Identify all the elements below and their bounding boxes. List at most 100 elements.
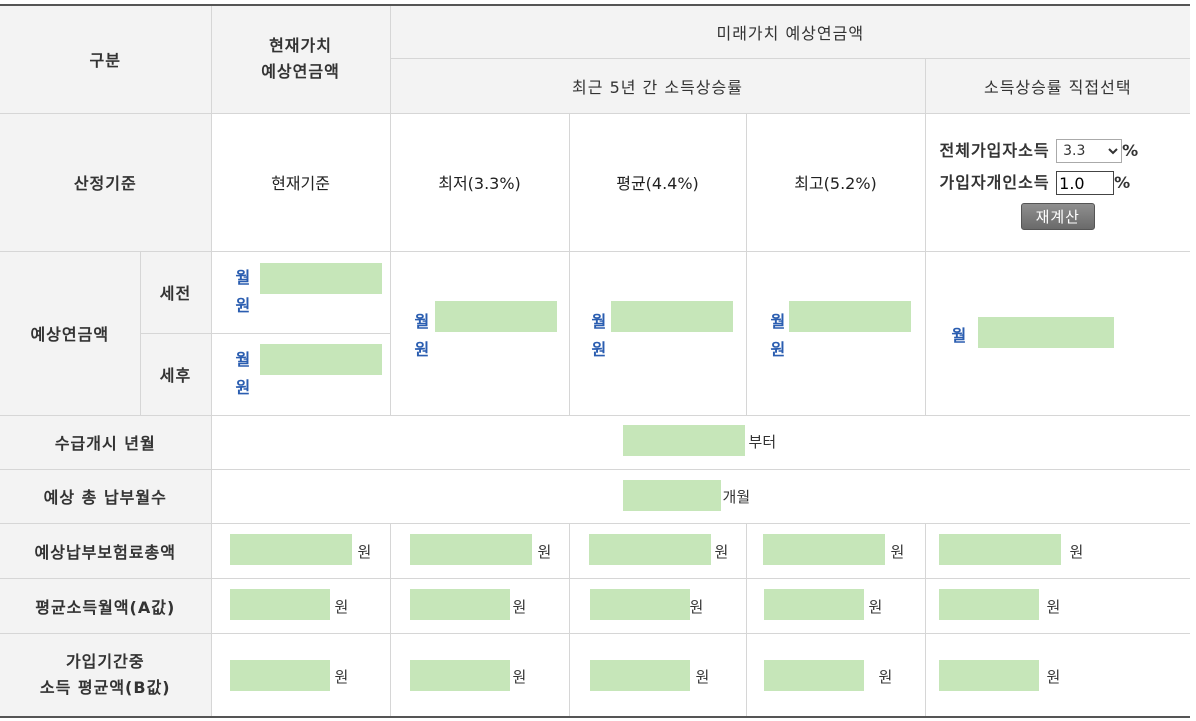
months-value-cell: 개월 (210, 468, 1191, 524)
start-value-cell: 부터 (210, 414, 1191, 470)
premium-unit: 원 (714, 542, 729, 561)
basis-min: 최저(3.3%) (389, 112, 570, 252)
basis-label: 산정기준 (0, 112, 212, 252)
pension-max-cell: 월 원 (745, 250, 926, 416)
avg-b-unit: 원 (334, 667, 349, 686)
premium-unit: 원 (890, 542, 905, 561)
redacted-value (259, 343, 382, 375)
redacted-value (938, 533, 1061, 565)
redacted-value (229, 659, 330, 691)
start-label: 수급개시 년월 (0, 414, 212, 470)
all-income-select[interactable]: 3.3 (1056, 139, 1123, 163)
personal-income-label: 가입자개인소득 (939, 172, 1050, 192)
redacted-value (622, 479, 721, 511)
post-tax-present-cell: 월 원 (210, 332, 391, 416)
post-tax-month: 월 (235, 349, 251, 369)
direct-month: 월 (951, 325, 967, 345)
avg-a-unit: 원 (334, 597, 349, 616)
avg-month: 월 (591, 311, 607, 331)
all-income-row: 전체가입자소득 3.3 % (926, 135, 1191, 167)
pre-tax-month: 월 (235, 267, 251, 287)
pre-tax-won: 원 (235, 295, 251, 315)
avg-a-unit: 원 (689, 597, 704, 616)
redacted-value (938, 588, 1039, 620)
premium-avg: 원 (568, 522, 747, 579)
premium-unit: 원 (357, 542, 372, 561)
all-income-label: 전체가입자소득 (939, 140, 1050, 160)
redacted-value (589, 659, 690, 691)
post-tax-won: 원 (235, 377, 251, 397)
avg-b-avg: 원 (568, 632, 747, 718)
avg-a-direct: 원 (924, 577, 1191, 634)
basis-current: 현재기준 (210, 112, 391, 252)
header-recent-5yr: 최근 5년 간 소득상승률 (390, 57, 926, 114)
pension-label: 예상연금액 (0, 250, 141, 416)
redacted-value (434, 300, 557, 332)
pension-avg-cell: 월 원 (568, 250, 747, 416)
percent-sign-1: % (1122, 140, 1140, 160)
min-won: 원 (414, 339, 430, 359)
header-gubun: 구분 (0, 4, 212, 114)
premium-unit: 원 (537, 542, 552, 561)
avg-won: 원 (591, 339, 607, 359)
min-month: 월 (414, 311, 430, 331)
personal-income-row: 가입자개인소득 % (926, 167, 1191, 199)
redacted-value (259, 262, 382, 294)
percent-sign-2: % (1114, 172, 1132, 192)
redacted-value (589, 588, 690, 620)
avg-a-max: 원 (745, 577, 926, 634)
avg-b-unit: 원 (695, 667, 710, 686)
avg-b-present: 원 (210, 632, 391, 718)
avg-a-unit: 원 (1046, 597, 1061, 616)
header-present-value-text: 현재가치 예상연금액 (261, 36, 340, 82)
redacted-value (229, 533, 352, 565)
header-present-value: 현재가치 예상연금액 (210, 4, 391, 114)
pension-direct-cell: 월 (924, 250, 1191, 416)
redacted-value (229, 588, 330, 620)
avg-income-a-label: 평균소득월액(A값) (0, 577, 212, 634)
avg-a-unit: 원 (868, 597, 883, 616)
months-suffix: 개월 (722, 487, 751, 506)
redacted-value (622, 424, 745, 456)
avg-income-b-label: 가입기간중 소득 평균액(B값) (0, 632, 212, 718)
header-direct-select: 소득상승률 직접선택 (924, 57, 1191, 114)
direct-select-controls: 전체가입자소득 3.3 % 가입자개인소득 % 재계산 (924, 112, 1191, 252)
redacted-value (610, 300, 733, 332)
pension-estimate-table: 구분 현재가치 예상연금액 미래가치 예상연금액 최근 5년 간 소득상승률 소… (0, 4, 1191, 718)
premium-min: 원 (389, 522, 570, 579)
personal-income-input[interactable] (1056, 171, 1115, 195)
months-label: 예상 총 납부월수 (0, 468, 212, 524)
premium-direct: 원 (924, 522, 1191, 579)
redacted-value (938, 659, 1039, 691)
recalc-button[interactable]: 재계산 (1020, 202, 1095, 230)
redacted-value (977, 316, 1114, 348)
max-month: 월 (770, 311, 786, 331)
redacted-value (762, 533, 885, 565)
avg-a-unit: 원 (512, 597, 527, 616)
redacted-value (788, 300, 911, 332)
redacted-value (409, 659, 510, 691)
avg-b-unit: 원 (512, 667, 527, 686)
pension-min-cell: 월 원 (389, 250, 570, 416)
premium-label: 예상납부보험료총액 (0, 522, 212, 579)
basis-max: 최고(5.2%) (745, 112, 926, 252)
avg-b-min: 원 (389, 632, 570, 718)
redacted-value (409, 533, 532, 565)
premium-present: 원 (210, 522, 391, 579)
avg-a-min: 원 (389, 577, 570, 634)
avg-b-max: 원 (745, 632, 926, 718)
max-won: 원 (770, 339, 786, 359)
avg-b-direct: 원 (924, 632, 1191, 718)
avg-a-present: 원 (210, 577, 391, 634)
avg-b-unit: 원 (1046, 667, 1061, 686)
redacted-value (409, 588, 510, 620)
avg-income-b-label-text: 가입기간중 소득 평균액(B값) (39, 651, 171, 697)
avg-b-unit: 원 (878, 667, 893, 686)
recalc-wrap: 재계산 (926, 202, 1191, 230)
redacted-value (763, 659, 864, 691)
post-tax-label: 세후 (140, 332, 212, 416)
redacted-value (763, 588, 864, 620)
premium-max: 원 (745, 522, 926, 579)
avg-a-avg: 원 (568, 577, 747, 634)
redacted-value (588, 533, 711, 565)
